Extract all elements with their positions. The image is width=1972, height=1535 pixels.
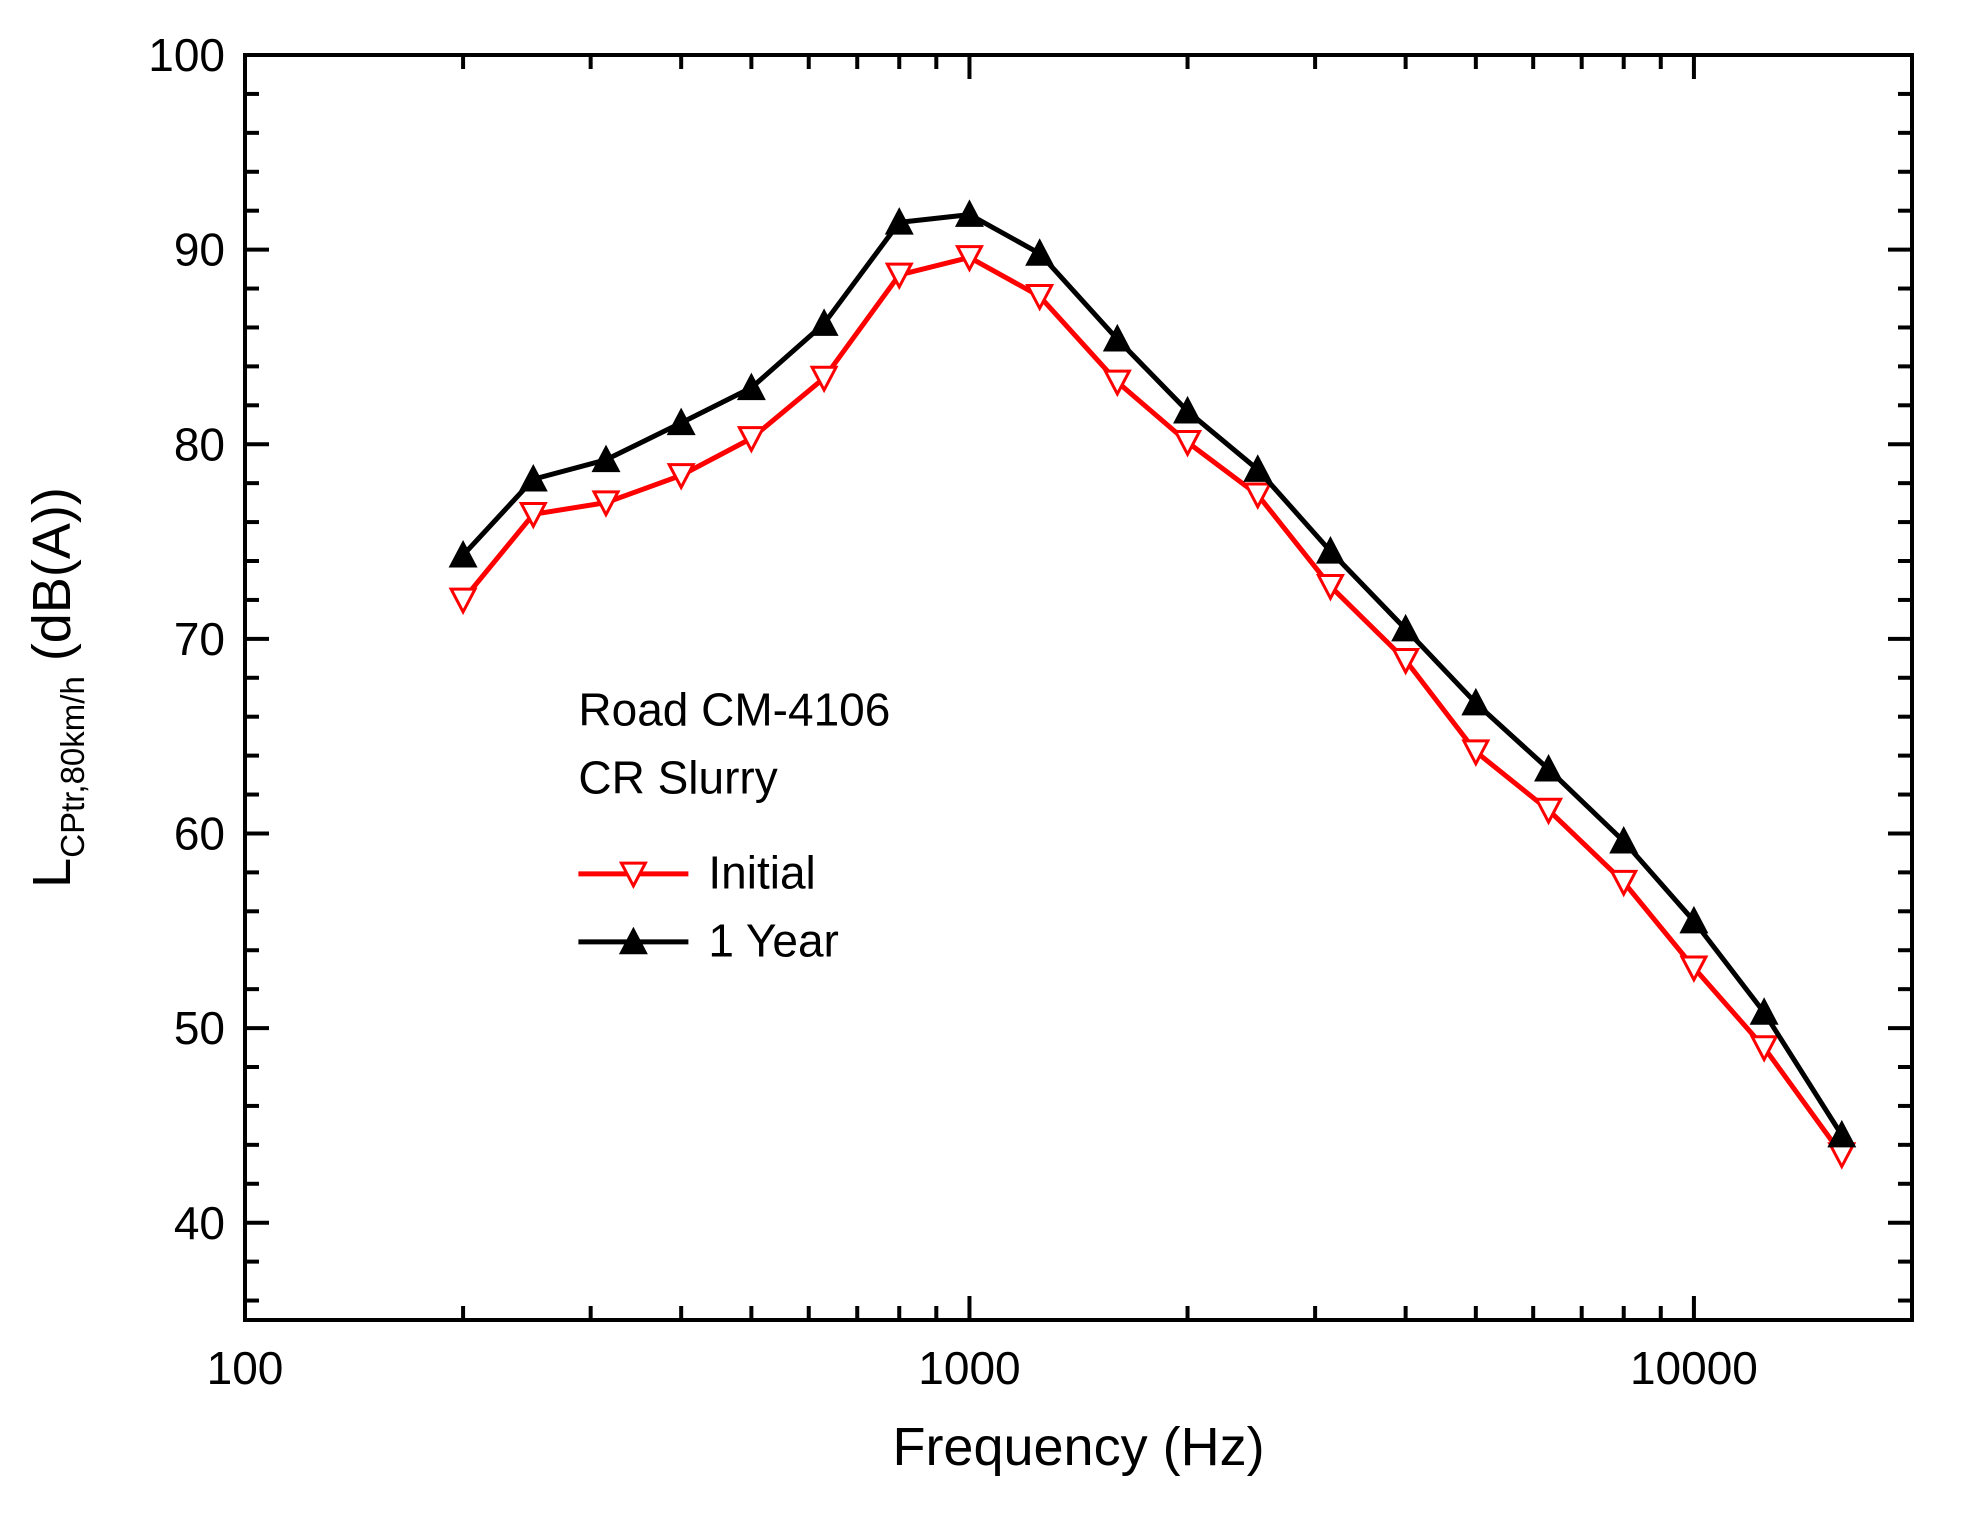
legend-title-line: CR Slurry [578,751,777,803]
legend-entry-label: Initial [708,847,815,899]
y-tick-label: 100 [148,29,225,81]
chart-container: 100 1000 10000 40 50 60 70 80 90 100 Frequency (Hz… [0,0,1972,1535]
y-tick-label: 90 [174,224,225,276]
chart-svg: 100 1000 10000 40 50 60 70 80 90 100 Frequency (Hz… [0,0,1972,1535]
legend-title-line: Road CM-4106 [578,683,890,735]
y-tick-label: 60 [174,808,225,860]
y-tick-label: 80 [174,418,225,470]
x-tick-label: 10000 [1630,1342,1758,1394]
y-tick-label: 70 [174,613,225,665]
y-tick-label: 50 [174,1002,225,1054]
x-tick-label: 100 [207,1342,284,1394]
legend-entry-label: 1 Year [708,915,838,967]
x-axis-title: Frequency (Hz) [892,1417,1264,1477]
x-tick-label: 1000 [918,1342,1020,1394]
y-tick-label: 40 [174,1197,225,1249]
